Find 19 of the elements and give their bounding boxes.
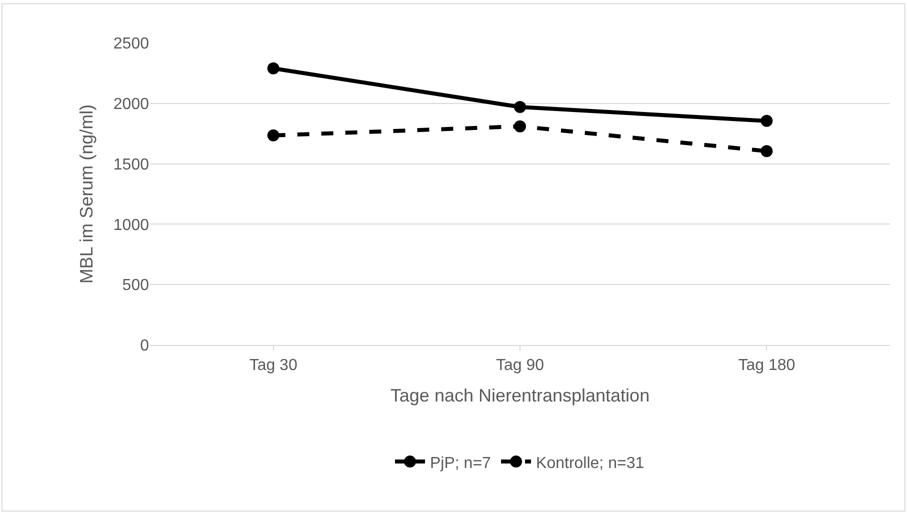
y-tick-label: 1500 <box>113 156 150 174</box>
y-tick-label: 0 <box>140 338 150 355</box>
x-tick-label: Tag 90 <box>496 357 544 374</box>
y-tick-label: 2500 <box>113 36 150 53</box>
point <box>514 101 526 114</box>
y-axis-title: MBL im Serum (ng/ml) <box>76 104 97 284</box>
point <box>267 129 280 142</box>
point <box>514 120 526 132</box>
y-tick-label: 2000 <box>113 96 150 113</box>
point <box>760 114 773 127</box>
point <box>267 62 280 74</box>
y-tick-label: 1000 <box>113 216 150 234</box>
x-axis-title: Tage nach Nierentransplantation <box>390 385 650 406</box>
legend-label: Kontrolle; n=31 <box>536 454 644 472</box>
y-tick-label: 500 <box>122 277 150 294</box>
legend-label: PjP; n=7 <box>430 454 492 472</box>
x-tick-label: Tag 30 <box>249 357 298 374</box>
point <box>760 145 773 158</box>
x-tick-label: Tag 180 <box>738 357 796 374</box>
